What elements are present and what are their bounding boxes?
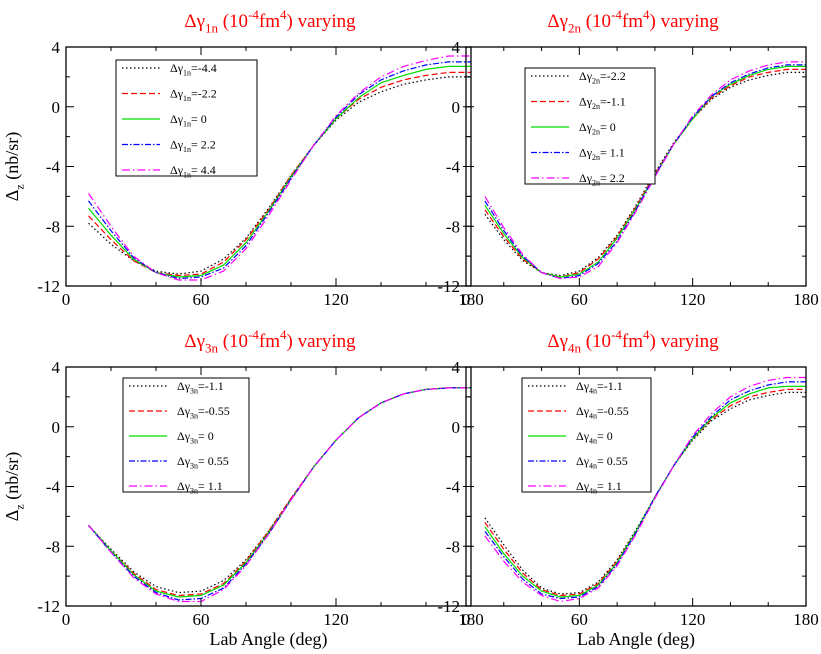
series-line	[484, 376, 806, 603]
x-tick-label: 60	[571, 290, 588, 309]
x-tick-label: 0	[462, 610, 471, 629]
panel-title: Δγ1n (10-4fm4) varying	[184, 7, 356, 36]
panel-title: Δγ4n (10-4fm4) varying	[547, 327, 719, 356]
legend-label: Δγ2n= 0	[579, 120, 616, 137]
x-tick-label: 180	[458, 290, 484, 309]
series-line	[484, 64, 806, 280]
y-tick-label: -12	[437, 597, 460, 616]
x-tick-label: 0	[462, 290, 471, 309]
x-tick-label: 180	[793, 290, 819, 309]
y-tick-label: -8	[46, 217, 60, 236]
series-line	[484, 61, 806, 280]
series-line	[88, 55, 471, 281]
legend-box	[122, 377, 250, 493]
panel-title: Δγ2n (10-4fm4) varying	[547, 7, 719, 36]
legend-label: Δγ1n= 2.2	[170, 138, 216, 155]
legend-label: Δγ3n= 0	[177, 429, 214, 446]
series-line	[484, 71, 806, 277]
x-tick-label: 60	[571, 610, 588, 629]
legend-label: Δγ4n=-0.55	[576, 404, 629, 421]
y-tick-label: 4	[52, 358, 61, 377]
y-tick-label: 4	[452, 38, 461, 57]
legend-label: Δγ1n= 4.4	[170, 163, 216, 180]
y-axis-label: Δz (nb/sr)	[2, 132, 26, 201]
legend-label: Δγ1n= 0	[170, 112, 207, 129]
y-tick-label: -8	[446, 537, 460, 556]
x-axis-label: Lab Angle (deg)	[577, 629, 695, 650]
y-tick-label: 4	[52, 38, 61, 57]
x-tick-label: 120	[680, 610, 706, 629]
legend-label: Δγ4n= 0.55	[576, 454, 628, 471]
series-line	[88, 387, 471, 601]
y-tick-label: -8	[46, 537, 60, 556]
x-tick-label: 120	[323, 610, 349, 629]
legend: Δγ4n=-1.1 Δγ4n=-0.55 Δγ4n= 0 Δγ4n= 0.55 Δγ4n…	[521, 377, 652, 496]
legend: Δγ1n=-4.4 Δγ1n=-2.2 Δγ1n= 0 Δγ1n= 2.2 Δγ1n= …	[115, 59, 258, 180]
y-tick-label: -4	[446, 158, 461, 177]
legend-label: Δγ2n=-2.2	[579, 69, 626, 86]
y-tick-label: -4	[46, 478, 61, 497]
series-line	[484, 381, 806, 600]
y-tick-label: 4	[452, 358, 461, 377]
legend-label: Δγ4n= 1.1	[576, 479, 622, 496]
x-tick-label: 120	[323, 290, 349, 309]
y-tick-label: -4	[46, 158, 61, 177]
legend-label: Δγ3n= 0.55	[177, 454, 229, 471]
y-tick-label: -12	[37, 597, 60, 616]
x-tick-label: 180	[793, 610, 819, 629]
legend-label: Δγ1n=-4.4	[170, 61, 217, 78]
y-tick-label: -12	[437, 277, 460, 296]
x-tick-label: 180	[458, 610, 484, 629]
x-tick-label: 0	[62, 290, 71, 309]
y-tick-label: -4	[446, 478, 461, 497]
x-tick-label: 120	[680, 290, 706, 309]
y-axis-label: Δz (nb/sr)	[2, 452, 26, 521]
y-tick-label: -12	[37, 277, 60, 296]
legend: Δγ3n=-1.1 Δγ3n=-0.55 Δγ3n= 0 Δγ3n= 0.55 Δγ3n…	[122, 377, 250, 496]
panel-title: Δγ3n (10-4fm4) varying	[184, 327, 356, 356]
y-tick-label: 0	[52, 98, 61, 117]
x-tick-label: 60	[193, 610, 210, 629]
legend-label: Δγ1n=-2.2	[170, 87, 217, 104]
series-line	[484, 388, 806, 597]
x-tick-label: 0	[62, 610, 71, 629]
legend-label: Δγ4n=-1.1	[576, 379, 623, 396]
legend-label: Δγ2n=-1.1	[579, 95, 626, 112]
legend: Δγ2n=-2.2 Δγ2n=-1.1 Δγ2n= 0 Δγ2n= 1.1 Δγ2n= …	[524, 67, 656, 188]
legend-label: Δγ3n= 1.1	[177, 479, 223, 496]
y-tick-label: 0	[452, 418, 461, 437]
legend-box	[115, 59, 258, 177]
x-tick-label: 60	[193, 290, 210, 309]
y-tick-label: 0	[452, 98, 461, 117]
y-tick-label: 0	[52, 418, 61, 437]
legend-box	[524, 67, 656, 185]
legend-label: Δγ3n=-1.1	[177, 379, 224, 396]
legend-label: Δγ4n= 0	[576, 429, 613, 446]
legend-label: Δγ3n=-0.55	[177, 404, 230, 421]
y-tick-label: -8	[446, 217, 460, 236]
legend-label: Δγ2n= 2.2	[579, 171, 625, 188]
legend-label: Δγ2n= 1.1	[579, 146, 625, 163]
x-axis-label: Lab Angle (deg)	[210, 629, 328, 650]
legend-box	[521, 377, 652, 493]
